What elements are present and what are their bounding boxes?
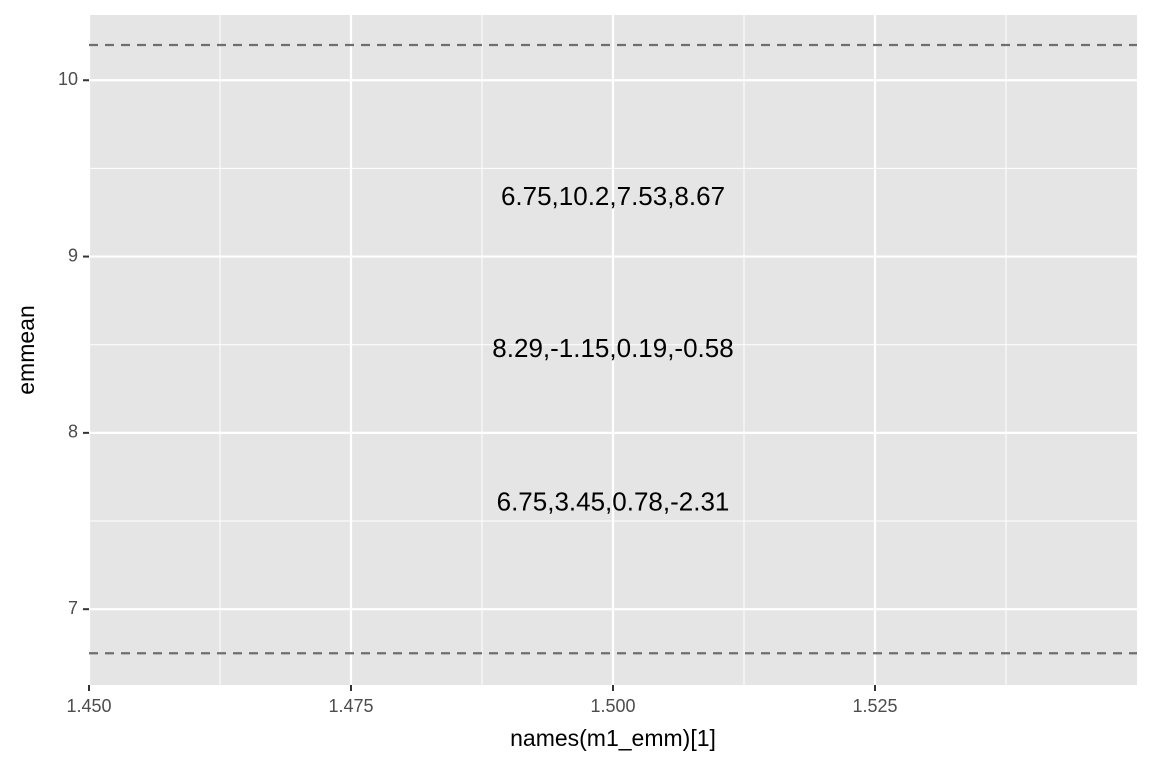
x-tick-label: 1.525 [852, 696, 897, 716]
y-axis-title: emmean [13, 305, 39, 394]
annotation-label: 8.29,-1.15,0.19,-0.58 [492, 333, 733, 363]
x-tick-label: 1.475 [328, 696, 373, 716]
y-tick-label: 9 [68, 245, 78, 265]
y-tick-label: 8 [68, 422, 78, 442]
x-axis-title: names(m1_emm)[1] [510, 725, 716, 751]
x-tick-label: 1.450 [66, 696, 111, 716]
annotation-label: 6.75,3.45,0.78,-2.31 [497, 486, 730, 516]
x-tick-label: 1.500 [590, 696, 635, 716]
y-tick-label: 10 [58, 69, 78, 89]
y-tick-label: 7 [68, 598, 78, 618]
annotation-label: 6.75,10.2,7.53,8.67 [501, 181, 725, 211]
